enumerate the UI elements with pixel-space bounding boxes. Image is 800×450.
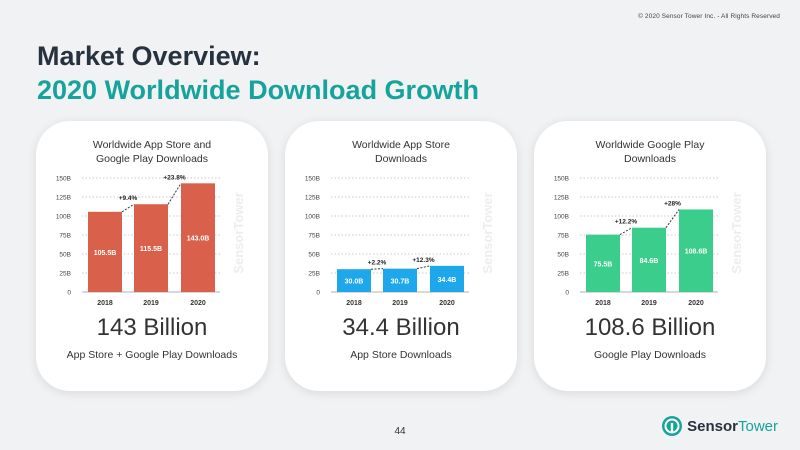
- chart-card-combined: Worldwide App Store and Google Play Down…: [36, 121, 268, 391]
- x-tick-label: 2020: [439, 300, 455, 307]
- bar-value-label: 34.4B: [438, 277, 457, 284]
- total-downloads-headline: 143 Billion: [96, 314, 208, 341]
- sensor-tower-logo-icon: [662, 416, 683, 436]
- growth-label: +9.4%: [119, 195, 138, 202]
- growth-connector: [619, 227, 633, 236]
- y-tick-label: 100B: [554, 214, 569, 221]
- app-store-headline: 34.4 Billion: [342, 314, 460, 341]
- x-tick-label: 2020: [688, 300, 704, 307]
- page-subtitle: 2020 Worldwide Download Growth: [37, 75, 480, 105]
- bar-value-label: 75.5B: [594, 261, 613, 268]
- chart-title-line: Worldwide App Store: [352, 139, 450, 151]
- y-tick-label: 25B: [59, 271, 71, 278]
- x-tick-label: 2020: [190, 300, 206, 307]
- bar: [632, 227, 666, 292]
- growth-label: +2.2%: [368, 260, 387, 267]
- bar-chart-combined: 0 25B 50B 75B 100B 125B 150B SensorTower 105.5B 2…: [56, 174, 246, 307]
- watermark-text: SensorTower: [729, 192, 744, 273]
- chart-title-line: Worldwide Google Play: [595, 139, 705, 151]
- x-tick-label: 2019: [641, 300, 657, 307]
- y-tick-label: 150B: [554, 176, 569, 183]
- x-tick-label: 2019: [143, 300, 159, 307]
- bar-chart-google-play: 0 25B 50B 75B 100B 125B 150B SensorTower 75.5B 20…: [554, 176, 744, 308]
- watermark-text: SensorTower: [480, 192, 495, 273]
- bar-value-label: 105.5B: [94, 250, 117, 257]
- y-tick-label: 0: [316, 290, 320, 297]
- bar-value-label: 84.6B: [640, 258, 659, 265]
- chart-title-line: Google Play Downloads: [95, 153, 209, 165]
- chart-title-line: Downloads: [375, 153, 427, 165]
- growth-label: +23.8%: [163, 174, 185, 181]
- y-tick-label: 0: [67, 290, 71, 297]
- logo-word-sensor: Sensor: [687, 417, 738, 435]
- copyright-notice: © 2020 Sensor Tower Inc. - All Rights Re…: [638, 13, 780, 20]
- y-tick-label: 25B: [308, 271, 320, 278]
- watermark-text: SensorTower: [231, 192, 246, 273]
- total-downloads-caption: App Store + Google Play Downloads: [66, 349, 238, 361]
- y-tick-label: 125B: [305, 195, 320, 202]
- app-store-caption: App Store Downloads: [350, 349, 452, 361]
- bar-value-label: 115.5B: [140, 246, 162, 253]
- y-tick-label: 125B: [56, 195, 71, 202]
- growth-label: +12.2%: [615, 219, 637, 226]
- logo-wordmark: SensorTower: [687, 418, 778, 435]
- google-play-headline: 108.6 Billion: [584, 314, 716, 341]
- growth-connector: [665, 209, 680, 228]
- y-tick-label: 75B: [557, 233, 569, 240]
- bar-value-label: 30.7B: [391, 278, 410, 285]
- y-tick-label: 150B: [305, 176, 320, 183]
- chart-card-app-store: Worldwide App Store Downloads 0 25B 50B 75B…: [285, 121, 517, 391]
- chart-title-line: Worldwide App Store and: [92, 139, 212, 151]
- y-tick-label: 0: [565, 290, 569, 297]
- y-tick-label: 25B: [557, 271, 569, 278]
- bar-chart-app-store: 0 25B 50B 75B 100B 125B 150B SensorTower 30.0B 20…: [305, 176, 495, 308]
- bar: [586, 234, 620, 292]
- bar-value-label: 143.0B: [187, 236, 210, 243]
- x-tick-label: 2018: [595, 300, 611, 307]
- y-tick-label: 100B: [305, 214, 320, 221]
- y-tick-label: 50B: [308, 252, 320, 259]
- growth-connector: [121, 203, 135, 213]
- y-tick-label: 75B: [59, 233, 71, 240]
- y-tick-label: 150B: [56, 176, 71, 183]
- x-tick-label: 2018: [346, 300, 362, 307]
- bar: [430, 265, 464, 292]
- bar: [337, 269, 371, 292]
- growth-connector: [167, 183, 182, 205]
- y-tick-label: 100B: [56, 214, 71, 221]
- y-tick-label: 75B: [308, 233, 320, 240]
- chart-card-google-play: Worldwide Google Play Downloads 0 25B 50B 7…: [534, 121, 766, 391]
- x-tick-label: 2019: [392, 300, 408, 307]
- chart-title: Worldwide App Store Downloads: [285, 138, 517, 166]
- y-tick-label: 50B: [59, 252, 71, 259]
- bar: [181, 183, 215, 292]
- bar: [134, 204, 168, 292]
- x-tick-label: 2018: [97, 300, 113, 307]
- growth-label: +12.3%: [412, 257, 434, 264]
- bar: [88, 211, 122, 292]
- y-tick-label: 50B: [557, 252, 569, 259]
- bar: [383, 268, 417, 292]
- chart-title-line: Downloads: [624, 153, 676, 165]
- growth-connector: [416, 265, 431, 270]
- bar-value-label: 30.0B: [345, 279, 364, 286]
- google-play-caption: Google Play Downloads: [593, 349, 707, 361]
- chart-title: Worldwide App Store and Google Play Down…: [36, 138, 268, 166]
- bar-value-label: 108.6B: [685, 249, 708, 256]
- page-number: 44: [394, 426, 406, 437]
- chart-title: Worldwide Google Play Downloads: [534, 138, 766, 166]
- sensor-tower-logo: SensorTower: [661, 415, 778, 437]
- page-title: Market Overview:: [37, 41, 261, 71]
- bar: [679, 209, 713, 292]
- logo-word-tower: Tower: [737, 417, 778, 435]
- growth-connector: [370, 268, 384, 270]
- y-tick-label: 125B: [554, 195, 569, 202]
- growth-label: +28%: [664, 200, 681, 207]
